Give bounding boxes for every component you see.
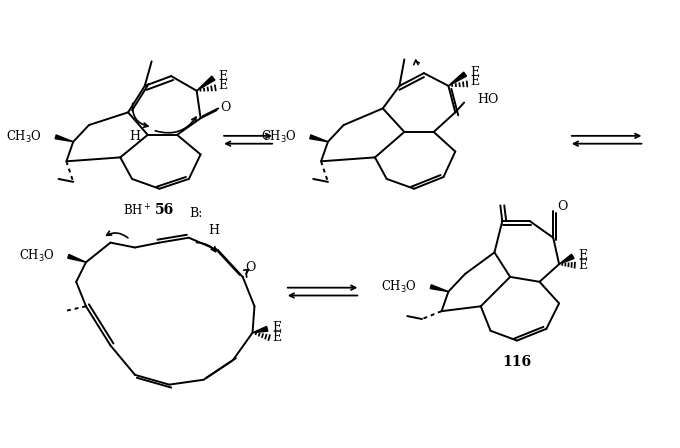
Polygon shape — [252, 327, 268, 333]
Text: B:: B: — [189, 207, 203, 220]
Text: CH$_3$O: CH$_3$O — [381, 279, 417, 295]
Text: E: E — [273, 321, 282, 334]
Polygon shape — [310, 135, 328, 142]
Text: E: E — [471, 66, 479, 79]
Polygon shape — [55, 135, 73, 142]
Polygon shape — [448, 72, 466, 86]
Polygon shape — [197, 76, 215, 91]
Text: CH$_3$O: CH$_3$O — [19, 248, 54, 264]
Polygon shape — [559, 254, 574, 264]
Text: CH$_3$O: CH$_3$O — [260, 129, 296, 145]
Text: BH$^+$: BH$^+$ — [122, 204, 151, 219]
Text: E: E — [218, 69, 228, 82]
Text: O: O — [557, 200, 567, 213]
Text: 56: 56 — [155, 203, 174, 217]
Text: CH$_3$O: CH$_3$O — [6, 129, 42, 145]
Text: HO: HO — [477, 93, 498, 106]
Text: H: H — [208, 224, 219, 237]
Text: O: O — [220, 101, 231, 114]
Polygon shape — [430, 285, 448, 292]
Polygon shape — [68, 254, 86, 262]
Text: E: E — [273, 331, 282, 344]
Text: E: E — [578, 249, 587, 262]
Text: H: H — [129, 130, 140, 143]
Text: 116: 116 — [503, 355, 532, 369]
Text: O: O — [245, 261, 256, 274]
Text: E: E — [471, 75, 479, 88]
Text: E: E — [218, 79, 228, 92]
Text: E: E — [578, 258, 587, 271]
